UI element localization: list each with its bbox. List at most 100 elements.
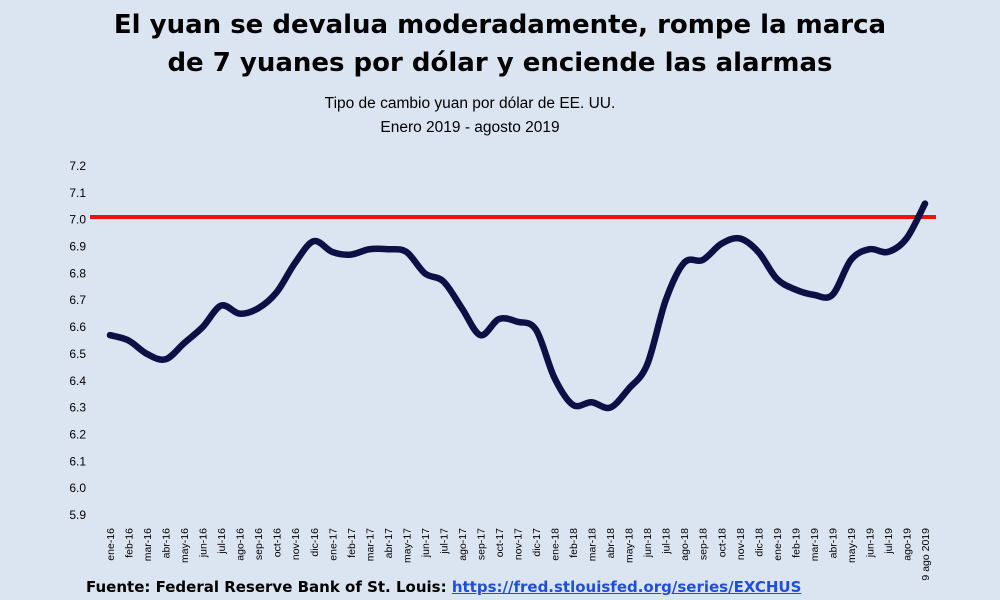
chart-subtitle: Tipo de cambio yuan por dólar de EE. UU.… (0, 92, 940, 140)
x-tick-label: ene-17 (327, 528, 339, 561)
y-tick-label: 5.9 (69, 508, 86, 522)
data-point (440, 278, 447, 285)
data-point (384, 246, 391, 253)
source-note: Fuente: Federal Reserve Bank of St. Loui… (86, 578, 801, 596)
data-point (162, 356, 169, 363)
y-tick-label: 6.2 (69, 427, 86, 441)
data-point (588, 399, 595, 406)
data-point (533, 326, 540, 333)
x-tick-label: jul-16 (216, 528, 228, 555)
x-tick-label: abr-16 (161, 528, 173, 559)
y-tick-label: 6.4 (69, 374, 86, 388)
data-point (366, 246, 373, 253)
x-axis: ene-16 feb-16 mar-16 abr-16 may-16 jun-16 jul-… (105, 528, 932, 581)
y-tick-label: 7.0 (69, 213, 86, 227)
data-point (810, 291, 817, 298)
x-tick-label: abr-17 (383, 528, 395, 559)
x-tick-label: mar-19 (809, 528, 821, 561)
x-tick-label: ene-19 (772, 528, 784, 561)
data-point (236, 310, 243, 317)
data-point (755, 248, 762, 255)
y-axis: 5.9 6.0 6.1 6.2 6.3 6.4 6.5 6.6 6.7 6.8 6.9 7.0 7.1 7… (69, 159, 86, 522)
x-tick-label: jun-19 (864, 528, 876, 558)
x-tick-label: jul-17 (438, 528, 450, 555)
data-point (292, 259, 299, 266)
data-point (866, 246, 873, 253)
x-tick-label: nov-18 (735, 528, 747, 560)
x-tick-label: mar-17 (364, 528, 376, 561)
x-tick-label: jul-18 (661, 528, 673, 555)
data-point (773, 275, 780, 282)
x-tick-label: may-19 (846, 528, 858, 563)
data-point (181, 340, 188, 347)
x-tick-label: may-18 (624, 528, 636, 563)
data-point (551, 375, 558, 382)
data-point (125, 337, 132, 344)
x-tick-label: abr-19 (827, 528, 839, 559)
data-point (662, 297, 669, 304)
source-link[interactable]: https://fred.stlouisfed.org/series/EXCHU… (451, 578, 802, 596)
y-tick-label: 6.0 (69, 481, 86, 495)
x-tick-label: feb-16 (124, 528, 136, 558)
data-point (718, 240, 725, 247)
x-tick-label: sep-18 (698, 528, 710, 560)
data-point (903, 235, 910, 242)
x-tick-label: feb-18 (568, 528, 580, 558)
data-point (273, 289, 280, 296)
y-tick-label: 7.2 (69, 159, 86, 173)
data-point (347, 251, 354, 258)
x-tick-label: feb-19 (790, 528, 802, 558)
x-tick-label: 9 ago 2019 (920, 528, 932, 581)
data-point (218, 302, 225, 309)
data-point (255, 305, 262, 312)
x-tick-label: ago-16 (235, 528, 247, 561)
x-tick-label: abr-18 (605, 528, 617, 559)
x-tick-label: nov-17 (513, 528, 525, 560)
data-point (403, 248, 410, 255)
y-tick-label: 6.6 (69, 320, 86, 334)
x-tick-label: ene-18 (550, 528, 562, 561)
y-tick-label: 6.9 (69, 240, 86, 254)
x-tick-label: jun-17 (420, 528, 432, 558)
data-point (644, 361, 651, 368)
x-tick-label: mar-18 (587, 528, 599, 561)
data-point (107, 332, 113, 339)
data-point (699, 256, 706, 263)
data-point (495, 316, 502, 323)
subtitle-line-2: Enero 2019 - agosto 2019 (380, 119, 560, 136)
data-point (199, 324, 206, 331)
x-tick-label: sep-16 (253, 528, 265, 560)
data-point (829, 291, 836, 298)
data-point (329, 248, 336, 255)
data-point (681, 259, 688, 266)
data-point (607, 404, 614, 411)
data-point (458, 305, 465, 312)
x-tick-label: may-17 (401, 528, 413, 563)
data-point (310, 238, 317, 245)
x-tick-label: dic-16 (309, 528, 321, 557)
x-tick-label: ene-16 (105, 528, 117, 561)
x-tick-label: oct-16 (272, 528, 284, 557)
data-point (477, 332, 484, 339)
x-tick-label: dic-17 (531, 528, 543, 557)
y-tick-label: 6.5 (69, 347, 86, 361)
chart-title: El yuan se devalua moderadamente, rompe … (0, 6, 1000, 82)
y-tick-label: 6.7 (69, 293, 86, 307)
data-point (570, 401, 577, 408)
x-tick-label: jun-16 (198, 528, 210, 558)
y-tick-label: 6.1 (69, 454, 86, 468)
data-point (421, 270, 428, 277)
x-tick-label: jun-18 (642, 528, 654, 558)
data-point (792, 286, 799, 293)
x-tick-label: jul-19 (883, 528, 895, 555)
title-line-1: El yuan se devalua moderadamente, rompe … (113, 10, 887, 40)
x-tick-label: ago-18 (679, 528, 691, 561)
data-point (847, 256, 854, 263)
x-tick-label: feb-17 (346, 528, 358, 558)
data-point (736, 235, 743, 242)
x-tick-label: ago-17 (457, 528, 469, 561)
x-tick-label: ago-19 (901, 528, 913, 561)
data-point (625, 385, 632, 392)
data-point (144, 350, 151, 357)
